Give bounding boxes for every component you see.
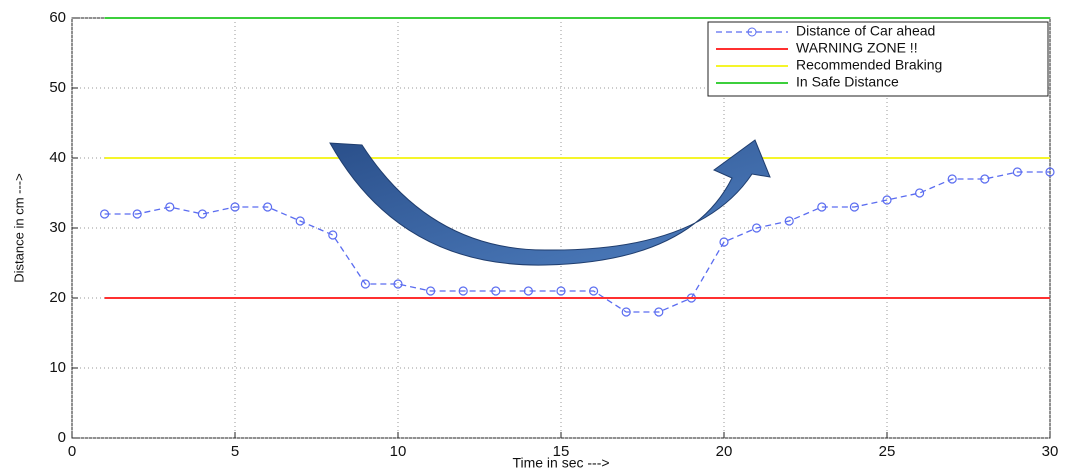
data-point — [197, 209, 207, 219]
data-point — [588, 286, 599, 296]
data-point — [914, 188, 925, 198]
data-point — [654, 307, 664, 317]
y-axis-label: Distance in cm ---> — [11, 173, 26, 282]
y-tick-label: 30 — [49, 219, 66, 236]
data-point — [947, 174, 957, 184]
x-tick-label: 15 — [553, 443, 570, 460]
y-tick-label: 50 — [49, 79, 66, 96]
data-point — [784, 216, 794, 226]
data-point — [491, 286, 501, 296]
data-point — [393, 279, 403, 289]
curved-arrow — [329, 139, 771, 266]
data-point — [523, 286, 534, 296]
y-tick-label: 40 — [49, 149, 66, 166]
x-tick-label: 30 — [1042, 443, 1059, 460]
y-tick-label: 60 — [49, 9, 66, 26]
data-point — [426, 286, 436, 296]
data-point — [556, 286, 566, 296]
series-line — [104, 171, 1050, 313]
data-point — [980, 174, 990, 184]
data-point — [360, 279, 370, 289]
data-point — [263, 202, 273, 212]
legend-label: Recommended Braking — [796, 57, 942, 73]
data-point — [751, 223, 762, 233]
data-point — [295, 216, 305, 226]
y-tick-label: 0 — [58, 429, 66, 446]
data-point — [1012, 167, 1023, 177]
data-point — [621, 307, 631, 317]
data-point — [849, 202, 860, 212]
legend-marker — [747, 27, 757, 37]
y-tick-label: 20 — [49, 289, 66, 306]
data-point — [230, 202, 240, 212]
legend-label: WARNING ZONE !! — [796, 40, 918, 56]
data-point — [817, 202, 827, 212]
data-point — [1045, 167, 1055, 177]
legend-label: Distance of Car ahead — [796, 23, 935, 39]
x-tick-label: 0 — [68, 443, 76, 460]
data-point — [458, 286, 468, 296]
x-tick-label: 5 — [231, 443, 239, 460]
data-point — [99, 209, 110, 219]
data-point — [165, 202, 175, 212]
x-axis-label: Time in sec ---> — [512, 455, 609, 471]
legend-label: In Safe Distance — [796, 74, 899, 90]
data-point — [132, 209, 142, 219]
x-tick-label: 25 — [879, 443, 896, 460]
y-tick-label: 10 — [49, 359, 66, 376]
x-tick-label: 10 — [390, 443, 407, 460]
data-point — [328, 230, 338, 240]
x-tick-label: 20 — [716, 443, 733, 460]
data-point — [719, 237, 729, 247]
data-point — [882, 195, 892, 205]
